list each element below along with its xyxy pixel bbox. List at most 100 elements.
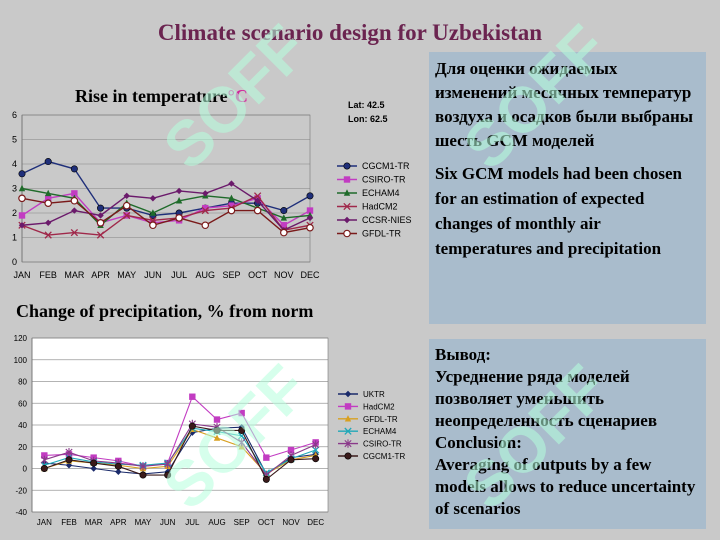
data-point xyxy=(306,207,314,214)
legend-marker xyxy=(344,427,352,435)
data-point xyxy=(164,459,172,469)
data-point xyxy=(65,462,73,469)
data-point xyxy=(201,221,210,230)
data-point xyxy=(18,194,26,203)
y-tick-label: 80 xyxy=(18,378,27,387)
coordinates: Lat: 42.5 Lon: 62.5 xyxy=(348,98,388,126)
data-point xyxy=(306,223,314,232)
latitude-label: Lat: 42.5 xyxy=(348,100,385,110)
y-tick-label: 60 xyxy=(18,399,27,408)
data-point xyxy=(71,190,78,197)
x-tick-label: JAN xyxy=(37,518,52,527)
data-point xyxy=(280,222,288,229)
data-point xyxy=(175,197,183,204)
data-point xyxy=(262,475,270,483)
series-line xyxy=(21,182,311,232)
longitude-label: Lon: 62.5 xyxy=(348,114,388,124)
data-point xyxy=(70,228,79,237)
data-point xyxy=(227,206,236,215)
slide-title: Climate scenario design for Uzbekistan xyxy=(157,20,543,45)
data-point xyxy=(228,202,235,209)
y-tick-label: 20 xyxy=(18,443,27,452)
data-point xyxy=(287,446,295,454)
series-line xyxy=(21,187,311,227)
legend-marker xyxy=(344,403,352,410)
conclusion-en-title: Conclusion: xyxy=(435,433,522,452)
legend-label: CGCM1-TR xyxy=(363,452,405,461)
data-point xyxy=(228,180,235,187)
series-line xyxy=(21,160,311,217)
data-point xyxy=(238,409,245,417)
y-tick-label: 3 xyxy=(12,184,17,194)
x-tick-label: JUL xyxy=(185,518,200,527)
legend-label: GFDL-TR xyxy=(362,229,401,239)
y-tick-label: 4 xyxy=(12,159,17,169)
data-point xyxy=(90,459,98,467)
series-line xyxy=(44,425,316,481)
legend-marker xyxy=(343,202,351,211)
data-point xyxy=(96,219,105,227)
temperature-chart: 0 1 2 3 4 5 6 JAN FEB MAR APR MAY JUN JUL AUG SEP OCT NOV… xyxy=(12,110,412,280)
data-point xyxy=(96,231,105,239)
data-point xyxy=(228,194,235,201)
x-tick-label: JUL xyxy=(171,270,187,280)
y-tick-label: 100 xyxy=(14,356,28,365)
x-tick-label: NOV xyxy=(274,270,294,280)
legend-label: CSIRO-TR xyxy=(362,175,406,185)
data-point xyxy=(253,192,262,200)
y-tick-label: 0 xyxy=(23,465,28,474)
data-point xyxy=(263,454,270,461)
data-point xyxy=(202,190,209,197)
info-box-models-en: Six GCM models had been chosen for an es… xyxy=(435,164,682,258)
y-tick-label: 1 xyxy=(12,233,17,243)
legend-label: UKTR xyxy=(363,390,385,399)
data-point xyxy=(280,207,288,215)
data-point xyxy=(122,201,131,210)
data-point xyxy=(139,471,147,479)
precipitation-chart: -40 -20 0 20 40 60 80 100 120 JAN FEB MAR APR MAY JUN J… xyxy=(14,334,406,527)
y-tick-label: -20 xyxy=(15,486,27,495)
legend-marker xyxy=(344,390,352,398)
data-point xyxy=(238,438,246,447)
legend-marker xyxy=(343,162,351,170)
data-point xyxy=(123,192,130,200)
legend-marker xyxy=(343,176,351,183)
data-point xyxy=(175,187,183,195)
data-point xyxy=(253,206,262,215)
data-point xyxy=(149,195,157,202)
y-tick-label: -40 xyxy=(15,508,27,517)
y-tick-label: 0 xyxy=(12,257,17,267)
x-tick-label: AUG xyxy=(208,518,225,527)
data-point xyxy=(18,212,26,219)
data-point xyxy=(41,452,48,459)
series-line xyxy=(44,423,316,476)
legend-label: HadCM2 xyxy=(363,402,395,411)
data-point xyxy=(312,446,320,454)
x-tick-label: APR xyxy=(91,270,110,280)
data-point xyxy=(44,231,52,239)
x-tick-label: SEP xyxy=(222,270,240,280)
precipitation-chart-title: Change of precipitation, % from norm xyxy=(16,301,314,321)
legend-marker xyxy=(344,415,352,422)
data-point xyxy=(201,206,209,215)
legend-label: ECHAM4 xyxy=(362,188,400,198)
legend-marker xyxy=(344,452,352,460)
legend-marker xyxy=(343,189,351,196)
conclusion-en-text: Averaging of outputs by a few models all… xyxy=(435,455,696,518)
data-point xyxy=(70,165,78,173)
data-point xyxy=(306,192,314,200)
x-tick-label: AUG xyxy=(196,270,216,280)
temperature-unit: °C xyxy=(227,86,248,106)
data-point xyxy=(70,196,79,205)
data-point xyxy=(90,465,97,472)
data-point xyxy=(213,426,221,434)
x-tick-label: MAY xyxy=(117,270,136,280)
data-point xyxy=(202,204,209,212)
data-point xyxy=(65,447,73,457)
temperature-chart-title-text: Rise in temperature xyxy=(75,86,228,106)
x-tick-label: MAY xyxy=(135,518,152,527)
data-point xyxy=(123,211,131,220)
x-tick-label: MAR xyxy=(85,518,103,527)
series-line xyxy=(44,427,316,474)
y-tick-label: 6 xyxy=(12,110,17,120)
